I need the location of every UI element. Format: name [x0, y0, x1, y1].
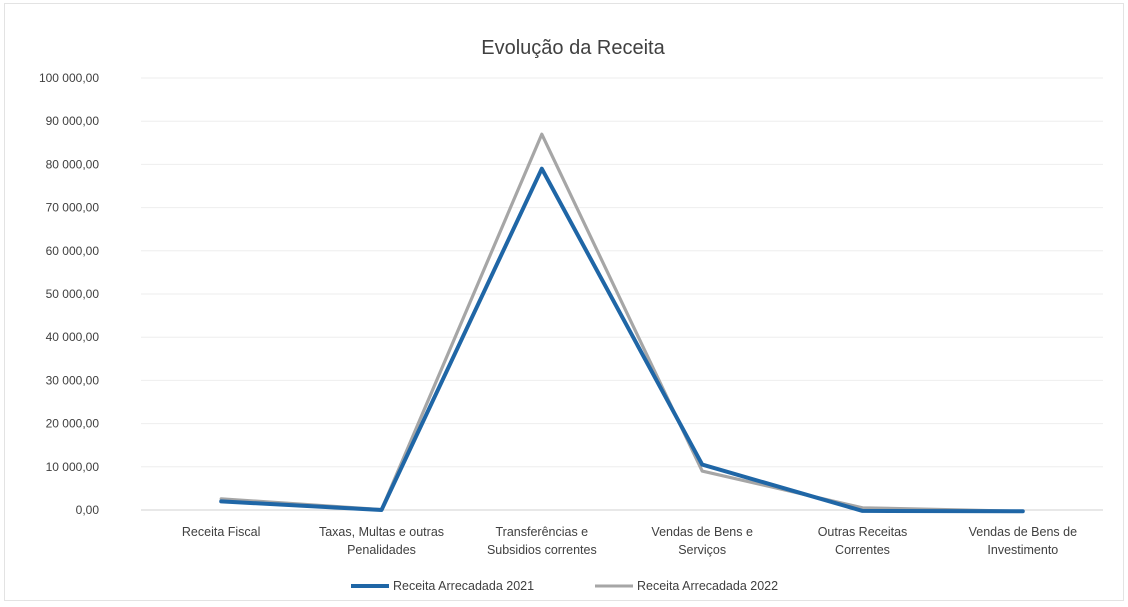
x-tick-label: Vendas de Bens de Investimento [969, 525, 1077, 557]
x-axis-tick-labels: Receita Fiscal Taxas, Multas e outras Pena… [182, 525, 1077, 557]
series-line-2 [219, 132, 1025, 513]
y-tick-label: 10 000,00 [46, 460, 100, 474]
legend: Receita Arrecadada 2021 Receita Arrecadad… [351, 579, 778, 593]
x-tick-label: Receita Fiscal [182, 525, 261, 539]
y-axis-tick-labels: 0,00 10 000,00 20 000,00 30 000,00 40 000,00… [39, 71, 99, 517]
y-tick-label: 40 000,00 [46, 330, 100, 344]
series-lines [219, 132, 1025, 514]
y-tick-label: 20 000,00 [46, 417, 100, 431]
x-tick-label: Taxas, Multas e outras Penalidades [319, 525, 444, 557]
chart-title: Evolução da Receita [481, 37, 665, 59]
legend-label: Receita Arrecadada 2022 [637, 579, 778, 593]
gridlines [141, 77, 1103, 511]
y-tick-label: 90 000,00 [46, 114, 100, 128]
y-tick-label: 100 000,00 [39, 71, 99, 85]
y-tick-label: 0,00 [76, 503, 100, 517]
legend-label: Receita Arrecadada 2021 [393, 579, 534, 593]
chart-container: Evolução da Receita 0,00 10 000,00 20 000,… [4, 3, 1124, 601]
y-tick-label: 60 000,00 [46, 244, 100, 258]
y-tick-label: 80 000,00 [46, 157, 100, 171]
line-chart: Evolução da Receita 0,00 10 000,00 20 000,… [39, 37, 1103, 593]
y-tick-label: 70 000,00 [46, 201, 100, 215]
x-tick-label: Vendas de Bens e Serviços [651, 525, 753, 557]
x-tick-label: Transferências e Subsidios correntes [487, 525, 597, 557]
y-tick-label: 30 000,00 [46, 373, 100, 387]
series-line-1 [219, 166, 1025, 514]
x-tick-label: Outras Receitas Correntes [818, 525, 908, 557]
y-tick-label: 50 000,00 [46, 287, 100, 301]
